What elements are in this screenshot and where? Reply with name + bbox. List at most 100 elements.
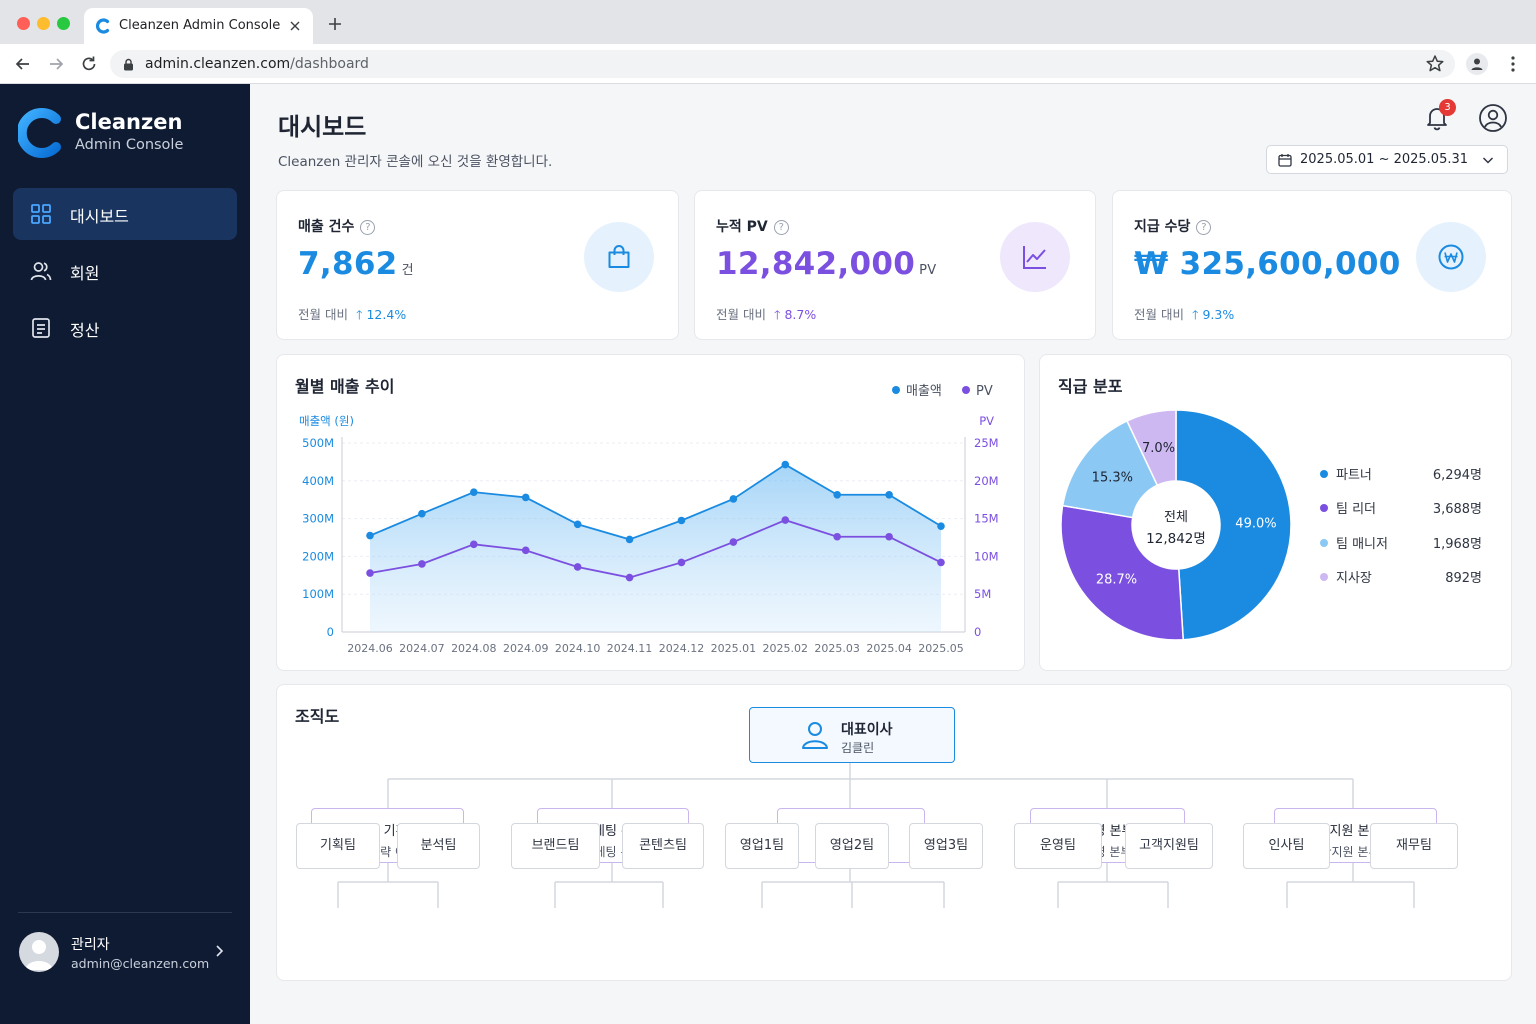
monthly-chart-legend: 매출액 PV [892, 380, 993, 399]
legend-pv-label: PV [976, 384, 993, 399]
notification-badge: 3 [1439, 99, 1456, 116]
kpi-title: 누적 PV [716, 219, 768, 235]
legend-swatch [1320, 470, 1328, 478]
legend-item-team-leader: 팀 리더 3,688명 [1320, 498, 1482, 517]
arrow-up-icon: 🡑 [355, 307, 363, 322]
legend-name: 팀 매니저 [1336, 537, 1388, 552]
kpi-change: 8.7% [784, 307, 817, 322]
org-team-node[interactable]: 분석팀 [397, 823, 480, 869]
org-chart-connectors [337, 763, 1415, 908]
x-tick-label: 2024.06 [347, 642, 393, 655]
arrow-up-icon: 🡑 [1191, 307, 1199, 322]
pv-data-point [937, 558, 945, 567]
profile-icon[interactable] [1466, 53, 1488, 75]
kpi-card-sales-count: 매출 건수? 7,862 건 전월 대비 🡑 12.4% [276, 190, 679, 340]
kpi-compare-label: 전월 대비 [1134, 307, 1184, 322]
sidebar-item-settlement[interactable]: 정산 [13, 302, 237, 354]
monthly-chart-title: 월별 매출 추이 [295, 377, 395, 396]
org-team-node[interactable]: 영업2팀 [815, 823, 889, 869]
sales-data-point [937, 522, 945, 530]
kpi-value: 12,842,000 [716, 246, 916, 282]
brand-name: Cleanzen [75, 110, 183, 134]
reload-icon[interactable] [78, 53, 100, 75]
browser-menu-icon[interactable] [1502, 53, 1524, 75]
donut-slice-label: 7.0% [1142, 441, 1175, 456]
kpi-title: 지급 수당 [1134, 219, 1191, 235]
date-range-value: 2025.05.01 ~ 2025.05.31 [1300, 152, 1469, 167]
rank-chart-title: 직급 분포 [1058, 377, 1123, 396]
donut-center-value: 12,842명 [1146, 531, 1206, 547]
sidebar-item-label: 대시보드 [70, 207, 129, 226]
y-left-tick-label: 100M [302, 587, 334, 601]
x-tick-label: 2024.09 [503, 642, 549, 655]
y-right-tick-label: 10M [974, 549, 999, 563]
kpi-card-commission-paid: 지급 수당? ₩ 325,600,000 전월 대비 🡑 9.3% [1112, 190, 1512, 340]
forward-icon[interactable] [45, 53, 67, 75]
y-right-tick-label: 5M [974, 587, 991, 601]
sidebar-item-dashboard[interactable]: 대시보드 [13, 188, 237, 240]
y-right-tick-label: 20M [974, 474, 999, 488]
org-team-node[interactable]: 인사팀 [1243, 823, 1330, 869]
pv-data-point [885, 532, 893, 541]
back-icon[interactable] [12, 53, 34, 75]
date-range-picker[interactable]: 2025.05.01 ~ 2025.05.31 [1266, 145, 1508, 174]
sidebar-item-members[interactable]: 회원 [13, 245, 237, 297]
y-left-axis-label: 매출액 (원) [299, 414, 354, 428]
account-icon[interactable] [1478, 103, 1508, 133]
url-field[interactable]: admin.cleanzen.com/dashboard [110, 50, 1455, 78]
org-node-ceo[interactable]: 대표이사 김클린 [749, 707, 955, 763]
tab-title: Cleanzen Admin Console [119, 18, 281, 33]
org-node-name: 김클린 [841, 741, 875, 755]
sales-data-point [781, 460, 790, 469]
pv-data-point [573, 563, 582, 571]
donut-slice-label: 49.0% [1235, 516, 1276, 531]
org-team-node[interactable]: 영업1팀 [725, 823, 799, 869]
close-window-button[interactable] [17, 17, 30, 30]
page-subtitle: Cleanzen 관리자 콘솔에 오신 것을 환영합니다. [278, 154, 553, 170]
sales-data-point [470, 488, 478, 496]
sales-data-point [833, 490, 841, 499]
favicon-icon [95, 18, 110, 34]
legend-item-partner: 파트너 6,294명 [1320, 464, 1482, 483]
division-title: 지원 본부 [1329, 824, 1382, 839]
help-icon[interactable]: ? [1196, 220, 1212, 235]
browser-address-bar: admin.cleanzen.com/dashboard [0, 44, 1536, 84]
org-team-node[interactable]: 고객지원팀 [1125, 823, 1213, 869]
chevron-right-icon [216, 945, 224, 957]
new-tab-icon[interactable] [328, 17, 342, 31]
sales-data-point [625, 535, 634, 544]
y-right-tick-label: 0 [974, 625, 981, 639]
grid-icon [31, 204, 51, 224]
bookmark-star-icon[interactable] [1424, 53, 1446, 75]
org-team-node[interactable]: 기획팀 [296, 823, 380, 869]
org-team-node[interactable]: 콘텐츠팀 [622, 823, 704, 869]
won-icon [1416, 222, 1486, 292]
y-right-axis-label: PV [979, 414, 994, 428]
pv-data-point [521, 546, 530, 555]
user-profile-button[interactable]: 관리자 admin@cleanzen.com [0, 922, 250, 980]
x-tick-label: 2024.11 [607, 642, 653, 655]
legend-count: 3,688명 [1432, 502, 1482, 517]
kpi-unit: PV [919, 263, 937, 278]
maximize-window-button[interactable] [57, 17, 70, 30]
y-right-tick-label: 15M [974, 512, 999, 526]
help-icon[interactable]: ? [360, 220, 376, 235]
user-email: admin@cleanzen.com [71, 956, 210, 971]
kpi-change: 12.4% [366, 307, 407, 322]
person-icon [802, 722, 828, 749]
notification-button[interactable]: 3 [1421, 99, 1456, 133]
org-team-node[interactable]: 운영팀 [1014, 823, 1102, 869]
browser-tab[interactable]: Cleanzen Admin Console [84, 8, 313, 44]
org-team-node[interactable]: 재무팀 [1370, 823, 1458, 869]
org-team-node[interactable]: 브랜드팀 [511, 823, 600, 869]
document-icon [32, 318, 50, 338]
minimize-window-button[interactable] [37, 17, 50, 30]
help-icon[interactable]: ? [773, 220, 789, 235]
kpi-compare-label: 전월 대비 [716, 307, 766, 322]
sales-data-point [418, 509, 426, 518]
legend-count: 892명 [1445, 571, 1482, 586]
close-tab-icon[interactable] [289, 20, 301, 32]
y-left-tick-label: 400M [302, 474, 334, 488]
org-team-node[interactable]: 영업3팀 [909, 823, 983, 869]
pv-data-point [366, 569, 374, 577]
